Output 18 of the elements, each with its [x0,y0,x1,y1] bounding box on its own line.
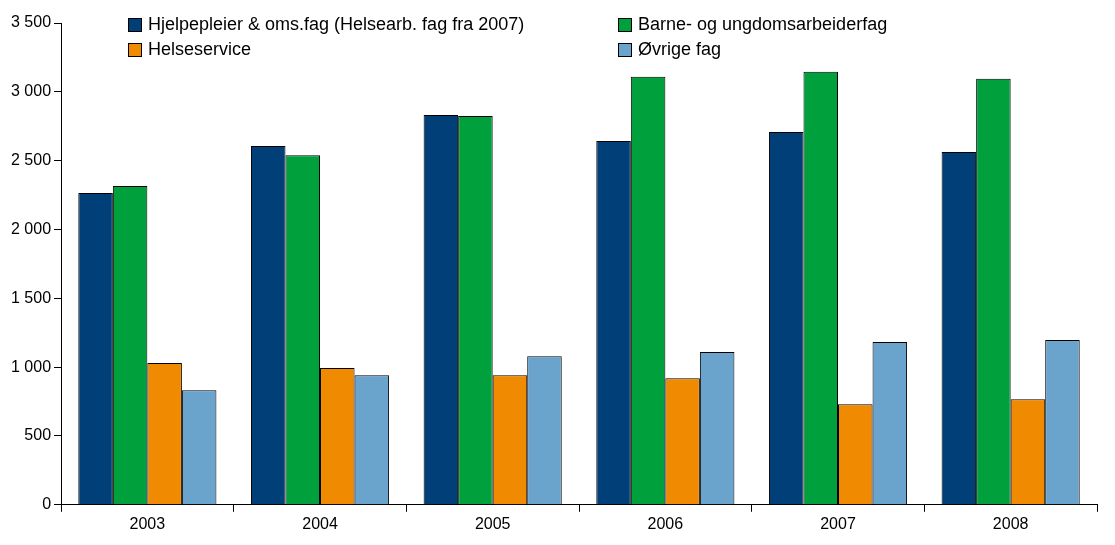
x-tick-label: 2008 [992,514,1029,532]
x-tick-label: 2007 [820,514,856,532]
x-tick-label: 2005 [474,514,511,532]
y-tick-label: 3 500 [10,13,52,31]
y-tick-label: 1 500 [10,288,52,306]
x-tick-label: 2004 [302,514,338,532]
y-tick-label: 3 000 [10,82,52,100]
x-tick-label: 2003 [129,514,166,532]
legend-label: Barne- og ungdomsarbeiderfag [638,14,888,35]
y-tick-label: 0 [42,495,52,513]
y-tick-label: 500 [24,426,52,444]
legend-label: Helseservice [148,39,252,60]
x-tick-label: 2006 [647,514,684,532]
y-tick-label: 2 500 [10,151,52,169]
legend-label: Øvrige fag [638,39,722,60]
y-tick-label: 2 000 [10,219,52,237]
y-tick-label: 1 000 [10,357,52,375]
legend-label: Hjelpepleier & oms.fag (Helsearb. fag fra 2007) [148,14,525,35]
